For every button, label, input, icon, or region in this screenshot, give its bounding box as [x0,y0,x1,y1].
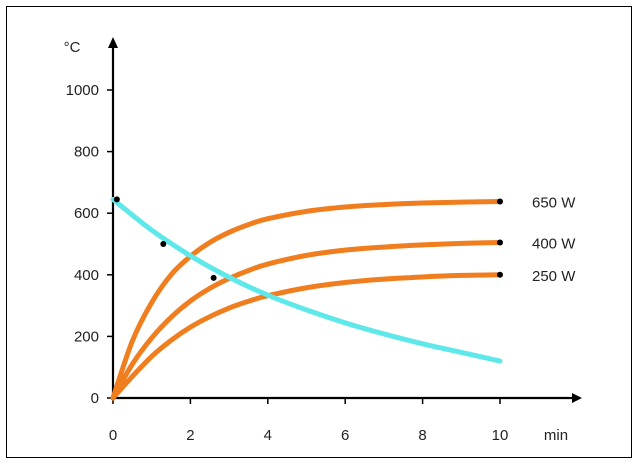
y-tick-label: 200 [74,328,99,345]
x-axis-arrow [572,393,582,403]
x-axis-label: min [544,427,568,444]
y-tick-label: 0 [91,390,99,407]
y-tick-label: 400 [74,267,99,284]
series-label: 650 W [532,194,576,211]
series-layer [110,196,503,401]
series-label: 400 W [532,235,576,252]
data-marker [497,271,503,278]
y-tick-label: 800 [74,144,99,161]
x-tick-label: 8 [418,427,426,444]
series-line-3 [110,196,503,364]
labels-layer: 0 200 400 600 800 1000 0 2 4 6 8 10 °C min 650 W 400 W 2… [64,39,577,444]
markers-layer [113,196,503,281]
series-line-650w [110,198,503,401]
y-axis-label: °C [64,39,81,56]
series-line-250w [110,272,503,401]
data-marker [497,239,503,246]
data-marker [113,196,120,203]
chart-frame [6,6,632,458]
x-tick-label: 10 [492,427,509,444]
x-tick-label: 0 [109,427,117,444]
axes [107,37,582,404]
y-tick-label: 600 [74,205,99,222]
series-line-400w [110,239,503,401]
x-tick-label: 6 [341,427,349,444]
series-label: 250 W [532,268,576,285]
y-tick-label: 1000 [66,82,99,99]
y-axis-arrow [108,37,118,48]
x-tick-label: 4 [264,427,272,444]
data-marker [160,241,167,247]
x-tick-label: 2 [186,427,194,444]
data-marker [497,198,503,205]
data-marker [210,274,217,281]
